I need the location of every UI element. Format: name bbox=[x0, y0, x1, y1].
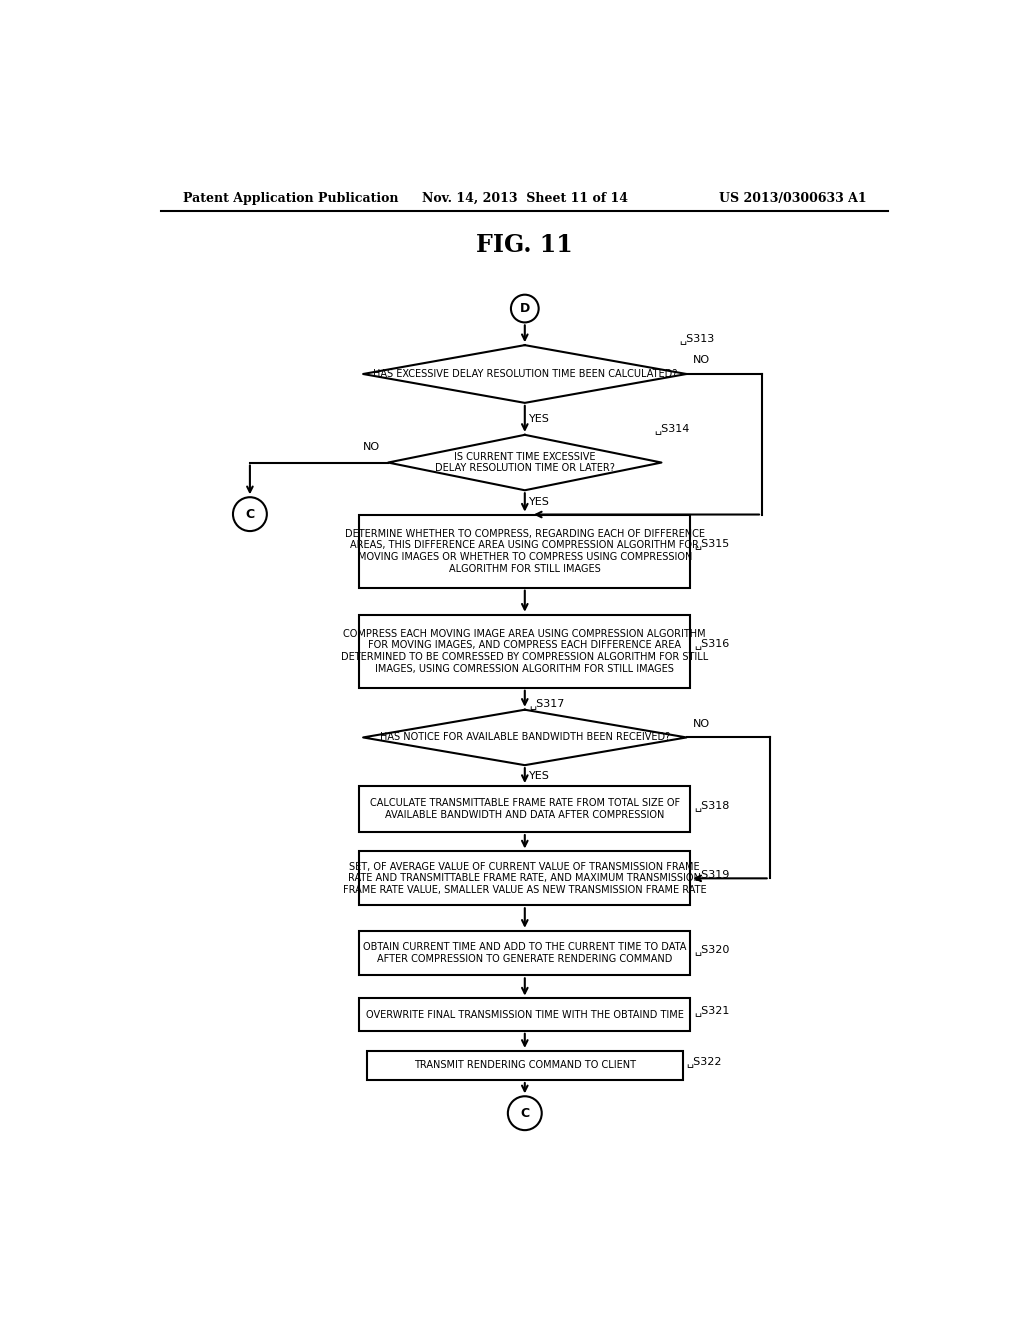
Text: DETERMINE WHETHER TO COMPRESS, REGARDING EACH OF DIFFERENCE
AREAS, THIS DIFFEREN: DETERMINE WHETHER TO COMPRESS, REGARDING… bbox=[345, 529, 705, 573]
Text: SET, OF AVERAGE VALUE OF CURRENT VALUE OF TRANSMISSION FRAME
RATE AND TRANSMITTA: SET, OF AVERAGE VALUE OF CURRENT VALUE O… bbox=[343, 862, 707, 895]
FancyBboxPatch shape bbox=[359, 785, 690, 832]
FancyBboxPatch shape bbox=[359, 998, 690, 1031]
Text: C: C bbox=[246, 508, 255, 520]
Text: ␣S315: ␣S315 bbox=[694, 539, 729, 549]
Text: YES: YES bbox=[529, 414, 550, 424]
Text: IS CURRENT TIME EXCESSIVE
DELAY RESOLUTION TIME OR LATER?: IS CURRENT TIME EXCESSIVE DELAY RESOLUTI… bbox=[435, 451, 614, 474]
Text: OBTAIN CURRENT TIME AND ADD TO THE CURRENT TIME TO DATA
AFTER COMPRESSION TO GEN: OBTAIN CURRENT TIME AND ADD TO THE CURRE… bbox=[364, 942, 686, 964]
Text: COMPRESS EACH MOVING IMAGE AREA USING COMPRESSION ALGORITHM
FOR MOVING IMAGES, A: COMPRESS EACH MOVING IMAGE AREA USING CO… bbox=[341, 628, 709, 673]
Text: Patent Application Publication: Patent Application Publication bbox=[183, 191, 398, 205]
Text: ␣S322: ␣S322 bbox=[686, 1056, 722, 1067]
Text: NO: NO bbox=[692, 355, 710, 366]
Text: ␣S319: ␣S319 bbox=[694, 869, 729, 880]
Text: CALCULATE TRANSMITTABLE FRAME RATE FROM TOTAL SIZE OF
AVAILABLE BANDWIDTH AND DA: CALCULATE TRANSMITTABLE FRAME RATE FROM … bbox=[370, 799, 680, 820]
Text: ␣S314: ␣S314 bbox=[653, 424, 689, 434]
Text: NO: NO bbox=[692, 718, 710, 729]
Text: OVERWRITE FINAL TRANSMISSION TIME WITH THE OBTAIND TIME: OVERWRITE FINAL TRANSMISSION TIME WITH T… bbox=[366, 1010, 684, 1019]
Text: Nov. 14, 2013  Sheet 11 of 14: Nov. 14, 2013 Sheet 11 of 14 bbox=[422, 191, 628, 205]
FancyBboxPatch shape bbox=[359, 931, 690, 975]
Text: ␣S321: ␣S321 bbox=[694, 1006, 729, 1016]
Text: US 2013/0300633 A1: US 2013/0300633 A1 bbox=[719, 191, 866, 205]
Text: C: C bbox=[520, 1106, 529, 1119]
Text: FIG. 11: FIG. 11 bbox=[476, 232, 573, 256]
Text: TRANSMIT RENDERING COMMAND TO CLIENT: TRANSMIT RENDERING COMMAND TO CLIENT bbox=[414, 1060, 636, 1071]
Text: ␣S320: ␣S320 bbox=[694, 944, 729, 954]
Text: YES: YES bbox=[529, 498, 550, 507]
Text: YES: YES bbox=[529, 771, 550, 780]
Text: ␣S317: ␣S317 bbox=[529, 698, 565, 709]
FancyBboxPatch shape bbox=[359, 615, 690, 688]
Text: ␣S313: ␣S313 bbox=[679, 334, 714, 345]
Text: HAS NOTICE FOR AVAILABLE BANDWIDTH BEEN RECEIVED?: HAS NOTICE FOR AVAILABLE BANDWIDTH BEEN … bbox=[380, 733, 670, 742]
Text: HAS EXCESSIVE DELAY RESOLUTION TIME BEEN CALCULATED?: HAS EXCESSIVE DELAY RESOLUTION TIME BEEN… bbox=[373, 370, 677, 379]
Text: ␣S316: ␣S316 bbox=[694, 638, 729, 649]
Text: D: D bbox=[519, 302, 530, 315]
FancyBboxPatch shape bbox=[367, 1051, 683, 1080]
FancyBboxPatch shape bbox=[359, 515, 690, 587]
FancyBboxPatch shape bbox=[359, 851, 690, 906]
Text: NO: NO bbox=[364, 442, 381, 453]
Text: ␣S318: ␣S318 bbox=[694, 800, 729, 810]
